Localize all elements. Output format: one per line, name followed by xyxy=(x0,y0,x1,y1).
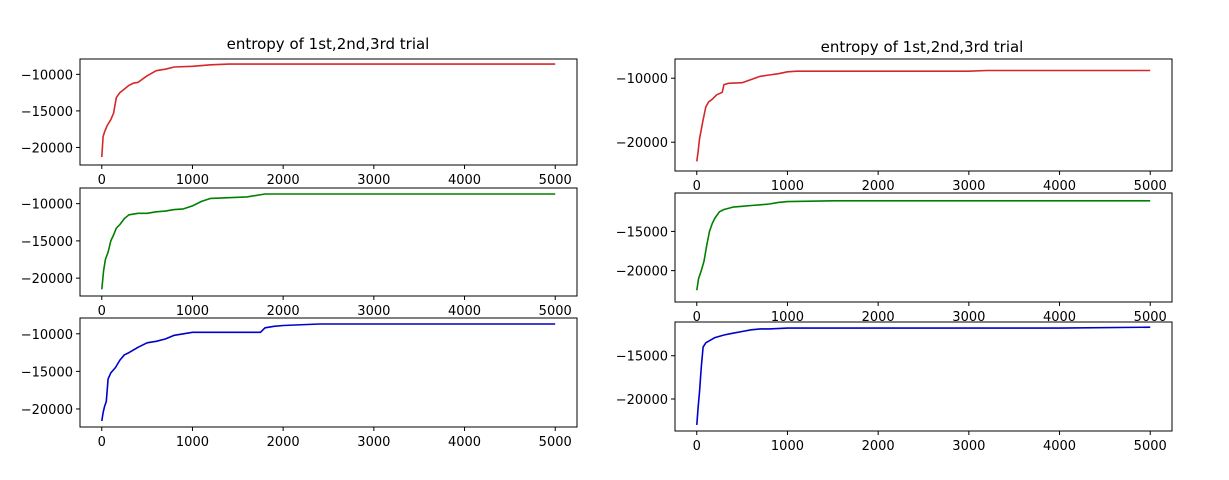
series-line-left-middle xyxy=(101,193,556,290)
x-tick-label: 2000 xyxy=(267,173,300,188)
y-tick-label: −20000 xyxy=(616,265,668,280)
x-tick-label: 2000 xyxy=(267,435,300,450)
x-tick-label: 0 xyxy=(98,435,106,450)
subplot-left-top: 0 1000 2000 3000 4000 5000 −20000 −15000 −10000 xyxy=(21,58,578,188)
y-tick-label: −20000 xyxy=(21,141,73,156)
x-tick-label: 0 xyxy=(693,439,701,454)
axes-frame xyxy=(674,58,1173,172)
x-tick-label: 1000 xyxy=(176,173,209,188)
x-tick-label: 2000 xyxy=(267,304,300,319)
x-tick-label: 1000 xyxy=(176,304,209,319)
x-tick-label: 2000 xyxy=(862,439,895,454)
y-tick-label: −10000 xyxy=(21,68,73,83)
x-tick-label: 5000 xyxy=(1134,439,1167,454)
axes-frame xyxy=(674,321,1173,432)
x-tick-label: 3000 xyxy=(952,439,985,454)
x-tick-label: 4000 xyxy=(1043,310,1076,325)
x-tick-label: 4000 xyxy=(448,173,481,188)
y-tick-label: −15000 xyxy=(616,225,668,240)
left-column-title: entropy of 1st,2nd,3rd trial xyxy=(227,35,430,53)
x-tick-label: 5000 xyxy=(539,304,572,319)
x-tick-label: 0 xyxy=(98,173,106,188)
x-tick-label: 5000 xyxy=(539,435,572,450)
axes-frame xyxy=(79,187,578,297)
x-tick-label: 3000 xyxy=(357,435,390,450)
x-tick-label: 1000 xyxy=(771,179,804,194)
series-line-right-middle xyxy=(696,200,1151,291)
x-tick-label: 3000 xyxy=(952,310,985,325)
y-tick-label: −10000 xyxy=(21,198,73,213)
series-line-left-top xyxy=(101,63,556,158)
x-tick-label: 2000 xyxy=(862,310,895,325)
subplot-right-middle: 0 1000 2000 3000 4000 5000 −20000 −15000 xyxy=(616,192,1173,325)
x-tick-label: 5000 xyxy=(1134,310,1167,325)
x-tick-label: 1000 xyxy=(176,435,209,450)
subplot-left-middle: 0 1000 2000 3000 4000 5000 −20000 −15000 −10000 xyxy=(21,187,578,319)
y-tick-label: −20000 xyxy=(616,136,668,151)
x-tick-label: 1000 xyxy=(771,310,804,325)
right-column-title: entropy of 1st,2nd,3rd trial xyxy=(821,38,1024,56)
axes-frame xyxy=(79,58,578,166)
x-tick-label: 4000 xyxy=(1043,439,1076,454)
axes-frame xyxy=(674,192,1173,303)
y-tick-label: −15000 xyxy=(21,105,73,120)
x-tick-label: 0 xyxy=(693,179,701,194)
plots-area: 0 1000 2000 3000 4000 5000−20000−15000−100000… xyxy=(21,58,1173,454)
y-tick-label: −10000 xyxy=(616,72,668,87)
subplot-left-bottom: 0 1000 2000 3000 4000 5000 −20000 −15000 −10000 xyxy=(21,317,578,450)
series-line-right-bottom xyxy=(696,326,1151,425)
x-tick-label: 5000 xyxy=(1134,179,1167,194)
x-tick-label: 1000 xyxy=(771,439,804,454)
x-tick-label: 5000 xyxy=(539,173,572,188)
subplot-right-top: 0 1000 2000 3000 4000 5000 −20000 −10000 xyxy=(616,58,1173,194)
y-tick-label: −15000 xyxy=(21,365,73,380)
x-tick-label: 4000 xyxy=(448,435,481,450)
y-tick-label: −10000 xyxy=(21,328,73,343)
x-tick-label: 3000 xyxy=(952,179,985,194)
x-tick-label: 3000 xyxy=(357,173,390,188)
series-line-right-top xyxy=(696,69,1151,162)
y-tick-label: −20000 xyxy=(21,272,73,287)
x-tick-label: 4000 xyxy=(448,304,481,319)
series-line-left-bottom xyxy=(101,323,556,422)
y-tick-label: −20000 xyxy=(21,403,73,418)
x-tick-label: 4000 xyxy=(1043,179,1076,194)
y-tick-label: −20000 xyxy=(616,393,668,408)
y-tick-label: −15000 xyxy=(21,235,73,250)
axes-frame xyxy=(79,317,578,428)
y-tick-label: −15000 xyxy=(616,350,668,365)
x-tick-label: 0 xyxy=(98,304,106,319)
subplot-right-bottom: 0 1000 2000 3000 4000 5000 −20000 −15000 xyxy=(616,321,1173,454)
x-tick-label: 3000 xyxy=(357,304,390,319)
x-tick-label: 2000 xyxy=(862,179,895,194)
x-tick-label: 0 xyxy=(693,310,701,325)
